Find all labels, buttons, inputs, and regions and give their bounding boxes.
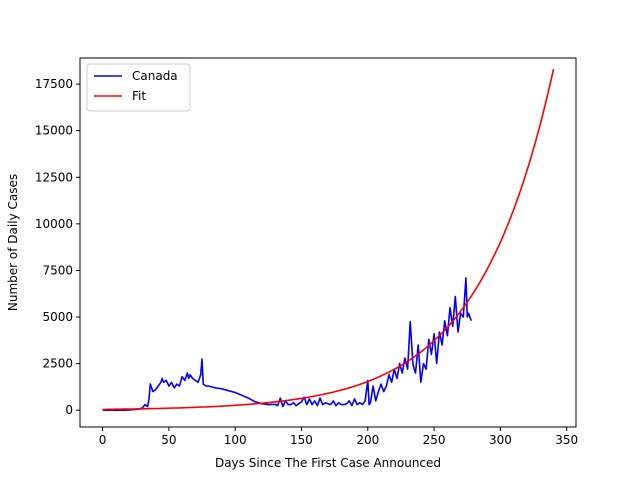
plot-frame (79, 57, 577, 428)
series-line-fit (102, 69, 555, 411)
y-tick-label: 10000 (35, 217, 73, 231)
ticks: 0 50 100 150 200 250 300 350 0 2500 5000 7500 10000 1… (35, 77, 578, 447)
legend: Canada Fit (86, 63, 191, 112)
y-tick-label: 0 (65, 403, 73, 417)
legend-label: Canada (132, 69, 178, 83)
x-tick-label: 100 (224, 433, 247, 447)
legend-label: Fit (132, 89, 146, 103)
x-tick-label: 200 (356, 433, 379, 447)
y-tick-label: 12500 (35, 170, 73, 184)
x-tick-label: 150 (290, 433, 313, 447)
y-tick-label: 15000 (35, 124, 73, 138)
y-tick-label: 17500 (35, 77, 73, 91)
y-axis-label: Number of Daily Cases (6, 174, 20, 311)
y-tick-label: 5000 (42, 310, 73, 324)
x-tick-label: 350 (555, 433, 578, 447)
y-tick-label: 2500 (42, 357, 73, 371)
y-tick-label: 7500 (42, 263, 73, 277)
x-tick-label: 300 (489, 433, 512, 447)
series-group (102, 69, 555, 412)
x-tick-label: 250 (423, 433, 446, 447)
x-axis-label: Days Since The First Case Announced (215, 456, 441, 470)
x-tick-label: 50 (161, 433, 176, 447)
series-line-canada (102, 277, 472, 412)
x-tick-label: 0 (99, 433, 107, 447)
